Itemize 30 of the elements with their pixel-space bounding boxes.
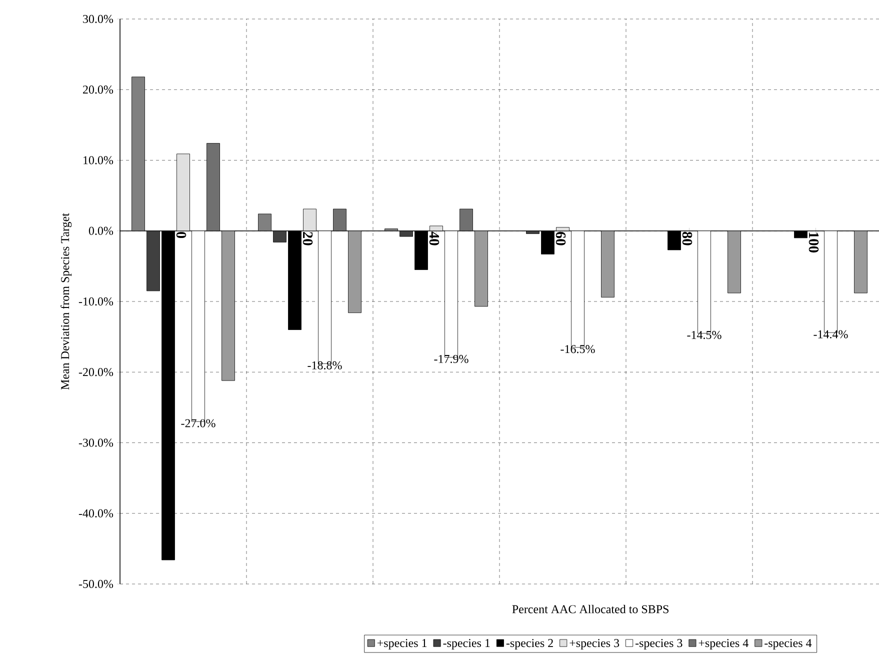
legend-label: +species 4 [698,639,748,650]
legend-label: -species 4 [764,639,812,650]
x-tick-label: 80 [682,232,692,246]
y-tick-label: -20.0% [78,368,114,376]
y-axis-title: Mean Deviation from Species Target [60,213,72,390]
x-tick-label: 20 [302,232,313,246]
y-tick-label: 0.0% [88,226,114,235]
x-tick-label: 100 [808,232,819,252]
legend-label: +species 3 [570,639,620,650]
data-label: -18.8% [308,361,342,370]
x-axis-title: Percent AAC Allocated to SBPS [512,604,668,614]
data-label: -16.5% [560,345,595,354]
x-tick-label: 40 [429,232,440,246]
y-tick-label: 20.0% [83,86,114,94]
legend-label: -species 3 [635,639,682,650]
data-label: -14.4% [814,330,848,338]
legend-label: +species 1 [377,639,427,650]
y-tick-label: 30.0% [83,14,114,24]
x-tick-label: 0 [176,232,186,238]
data-label: -27.0% [181,419,216,428]
data-label: -17.9% [434,354,468,364]
y-tick-label: -50.0% [78,580,114,588]
data-label: -14.5% [687,330,722,340]
legend-label: -species 1 [443,639,490,650]
y-tick-label: -40.0% [78,509,114,518]
y-tick-label: 10.0% [84,156,114,164]
y-tick-label: -10.0% [78,297,114,306]
y-tick-label: -30.0% [78,438,114,447]
x-tick-label: 60 [556,232,566,246]
legend-label: -species 2 [506,639,553,650]
